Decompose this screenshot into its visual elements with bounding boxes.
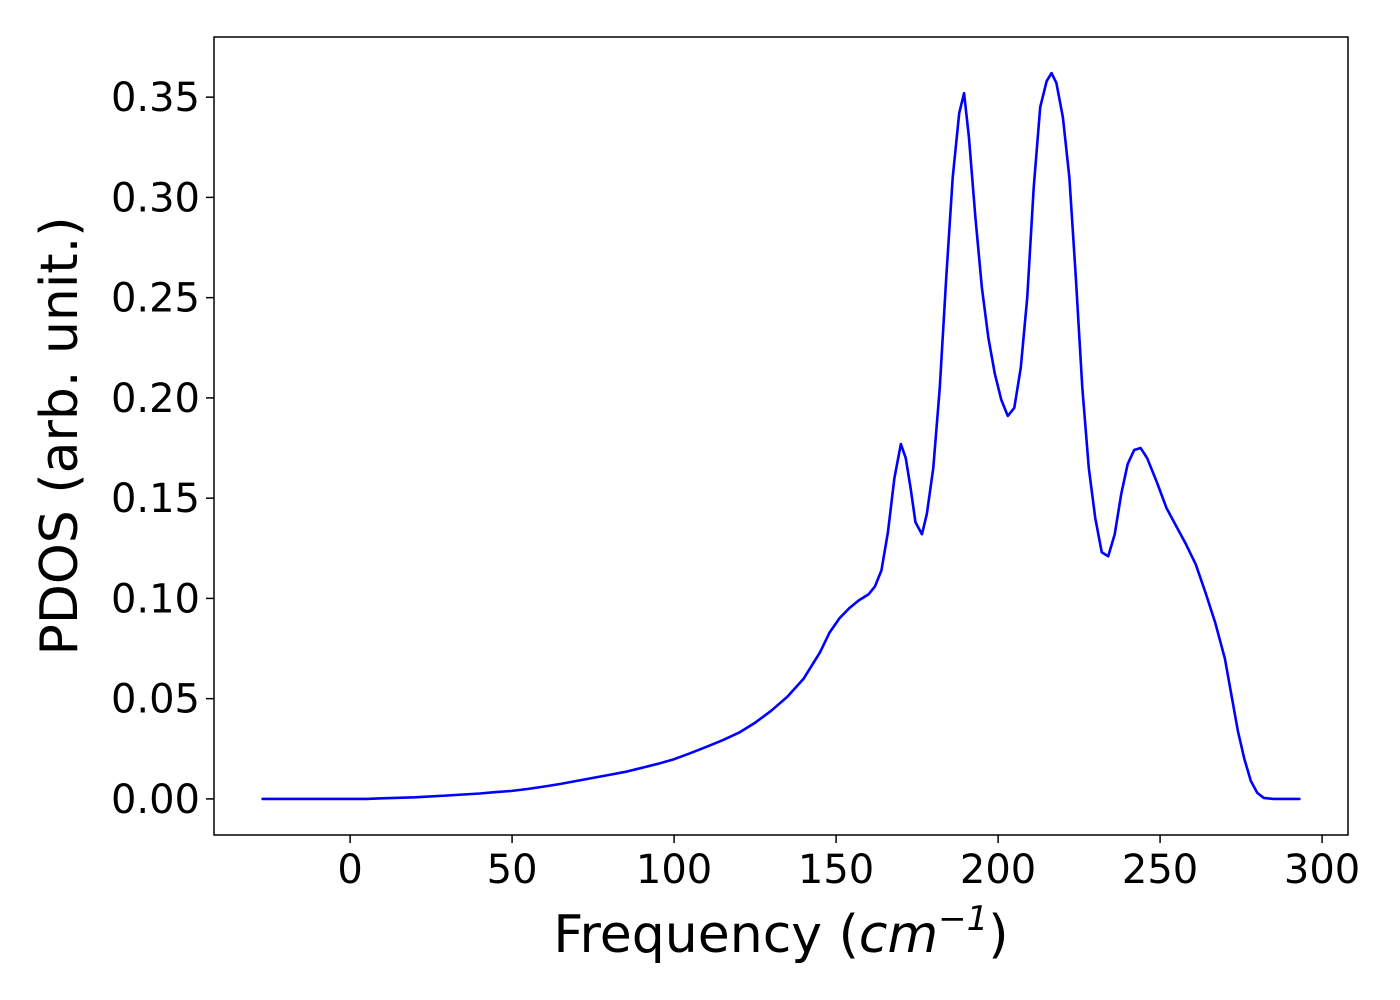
x-tick-label: 100 xyxy=(636,847,712,893)
x-tick-label: 300 xyxy=(1284,847,1360,893)
y-tick-label: 0.30 xyxy=(111,175,200,221)
y-tick-label: 0.25 xyxy=(111,276,200,322)
x-tick-label: 0 xyxy=(337,847,362,893)
x-tick-label: 150 xyxy=(798,847,874,893)
plot-frame xyxy=(213,36,1349,836)
y-axis-label: PDOS (arb. unit.) xyxy=(30,216,90,655)
x-axis-unit-exponent: −1 xyxy=(938,899,988,939)
y-tick-label: 0.10 xyxy=(111,576,200,622)
y-tick-label: 0.35 xyxy=(111,75,200,121)
x-tick-label: 250 xyxy=(1122,847,1198,893)
y-tick-label: 0.00 xyxy=(111,777,200,823)
y-axis-ticks: 0.00 0.05 0.10 0.15 0.20 0.25 0.30 0.35 xyxy=(111,75,214,823)
x-axis-unit: cm xyxy=(859,905,938,965)
y-tick-label: 0.15 xyxy=(111,476,200,522)
series-line-0 xyxy=(261,71,1301,801)
series-layer xyxy=(261,71,1301,801)
x-axis-label: Frequency (cm−1) xyxy=(553,899,1008,965)
x-tick-label: 50 xyxy=(487,847,538,893)
y-tick-label: 0.20 xyxy=(111,376,200,422)
x-axis-ticks: 0 50 100 150 200 250 300 xyxy=(337,835,1360,893)
x-tick-label: 200 xyxy=(960,847,1036,893)
x-axis-label-text: Frequency xyxy=(553,905,822,965)
y-tick-label: 0.05 xyxy=(111,677,200,723)
